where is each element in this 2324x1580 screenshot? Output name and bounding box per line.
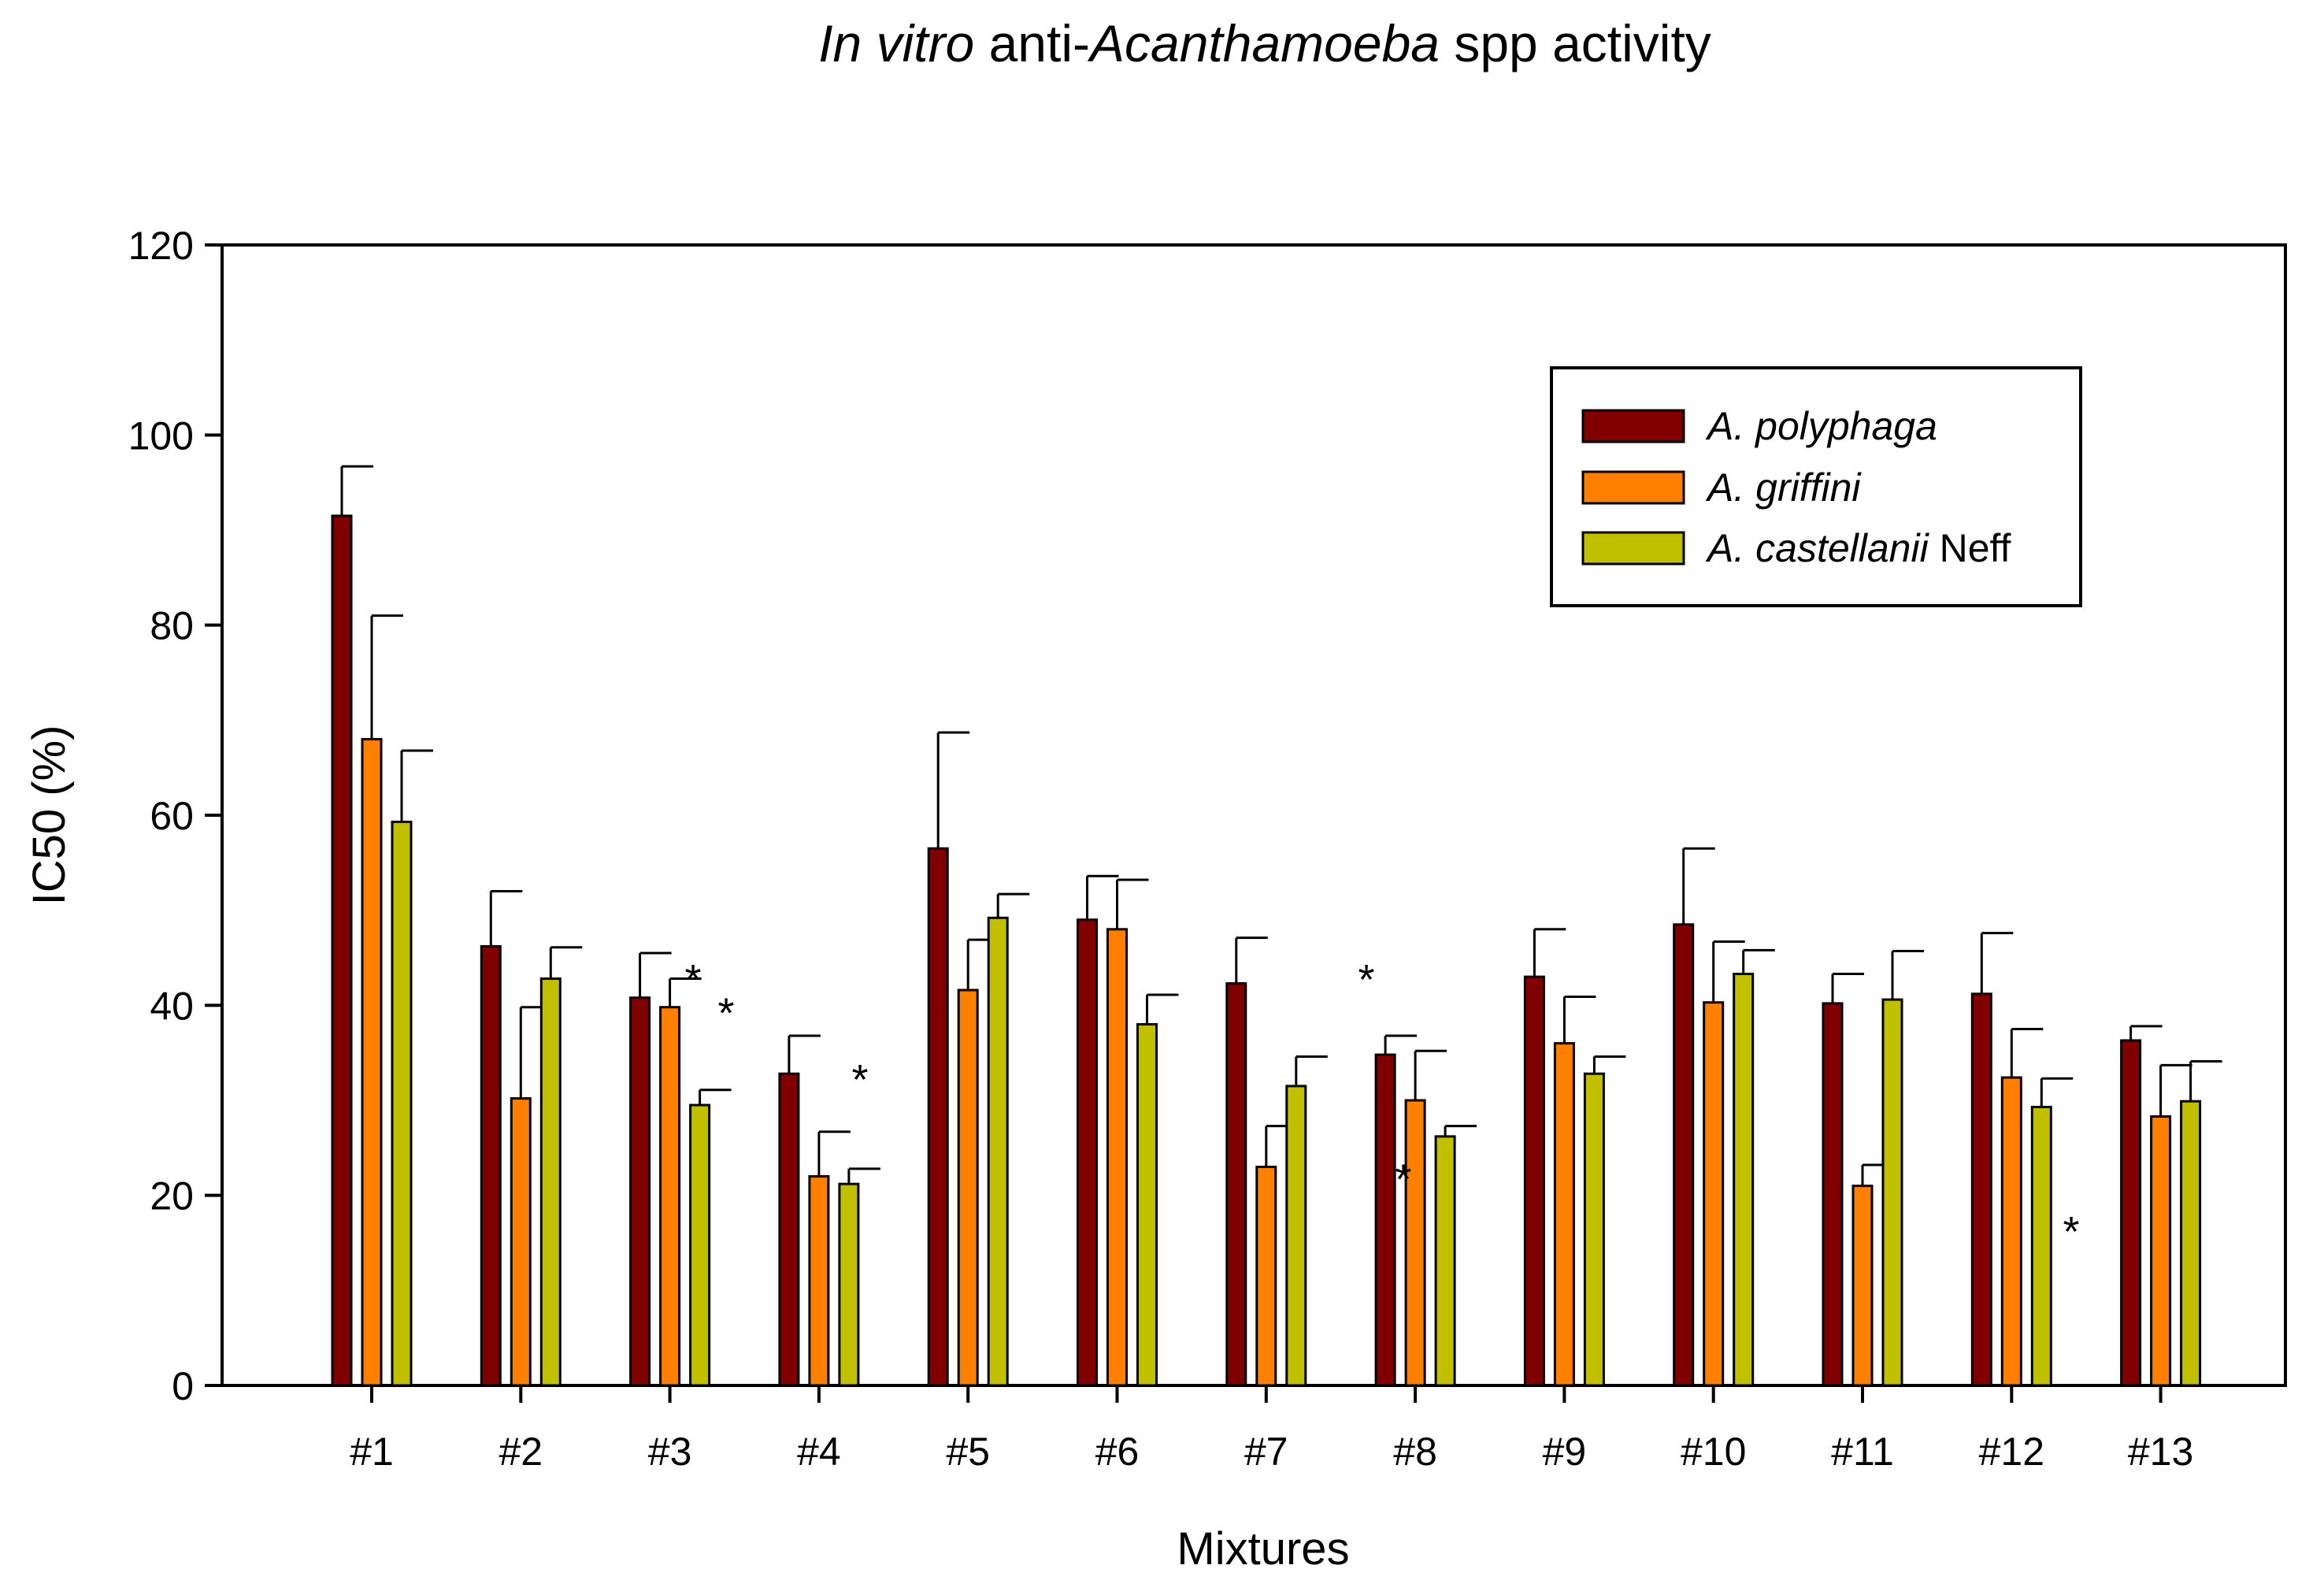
bar (1970, 992, 1992, 1387)
x-tick-label: #6 (1095, 1430, 1140, 1474)
bar (1285, 1085, 1307, 1387)
bar (1703, 1001, 1725, 1387)
bar (2120, 1039, 2142, 1387)
bar (1673, 923, 1695, 1387)
legend-label: A. castellanii Neff (1705, 526, 2011, 570)
y-tick-label: 80 (150, 604, 194, 648)
bar (1434, 1135, 1456, 1387)
significance-asterisk: * (851, 1056, 868, 1103)
bar (1374, 1053, 1396, 1387)
significance-asterisk: * (1395, 1156, 1411, 1204)
y-axis: 0 20 40 60 80 100 120 (128, 224, 222, 1408)
y-tick-label: 120 (128, 224, 194, 268)
x-axis: #1 #2 #3 #4 #5 #6 #7 #8 #9 #10 #11 #12 #13 (350, 1385, 2193, 1474)
significance-asterisk: * (717, 989, 734, 1037)
significance-asterisk: * (1358, 956, 1374, 1003)
bar (1733, 973, 1755, 1387)
significance-asterisk: * (684, 956, 701, 1003)
bar (1077, 918, 1098, 1387)
bar (927, 847, 949, 1387)
bar (1822, 1002, 1844, 1387)
bar (1881, 998, 1903, 1387)
x-tick-label: #12 (1979, 1430, 2044, 1474)
bar (689, 1103, 711, 1387)
legend-swatch (1581, 470, 1685, 505)
legend-label: A. griffini (1705, 465, 1862, 510)
x-tick-label: #1 (350, 1430, 394, 1474)
bar (1851, 1185, 1874, 1387)
bar (629, 996, 651, 1387)
x-tick-label: #2 (499, 1430, 543, 1474)
x-tick-label: #10 (1681, 1430, 1746, 1474)
bar (480, 945, 502, 1387)
bar (957, 988, 979, 1387)
bar (808, 1175, 830, 1387)
x-tick-label: #11 (1831, 1430, 1894, 1474)
bar (2000, 1076, 2022, 1387)
bar (1404, 1099, 1426, 1387)
y-tick-label: 60 (150, 794, 194, 838)
y-tick-label: 20 (150, 1174, 194, 1218)
bar (1523, 975, 1545, 1387)
legend-swatch (1581, 409, 1685, 443)
bar (510, 1097, 532, 1387)
bar (361, 737, 383, 1387)
bar (1106, 928, 1128, 1387)
bar (539, 977, 562, 1387)
chart-title: In vitro anti-Acanthamoeba spp activity (818, 14, 1711, 72)
x-axis-label: Mixtures (1177, 1523, 1349, 1574)
bar (391, 820, 413, 1387)
x-tick-label: #4 (797, 1430, 841, 1474)
bar (1583, 1072, 1605, 1387)
y-tick-label: 40 (150, 984, 194, 1028)
bar (2030, 1105, 2052, 1387)
bar (659, 1006, 681, 1387)
x-tick-label: #3 (648, 1430, 692, 1474)
bar (331, 514, 353, 1387)
y-axis-label: IC50 (%) (24, 725, 75, 906)
x-tick-label: #7 (1244, 1430, 1288, 1474)
bar (1136, 1022, 1158, 1387)
bar (1553, 1042, 1575, 1387)
x-tick-label: #8 (1393, 1430, 1437, 1474)
bar (838, 1182, 860, 1387)
legend-swatch (1581, 531, 1685, 566)
bar (2180, 1100, 2202, 1387)
bar (778, 1072, 800, 1387)
significance-markers: * * * * * * (684, 956, 2079, 1255)
legend-label: A. polyphaga (1705, 404, 1937, 448)
bar (987, 916, 1009, 1387)
bars-layer (331, 465, 2222, 1387)
bar (1255, 1165, 1277, 1387)
significance-asterisk: * (2063, 1208, 2079, 1255)
bar (2150, 1115, 2172, 1387)
x-tick-label: #9 (1543, 1430, 1587, 1474)
bar (1225, 982, 1247, 1387)
x-tick-label: #13 (2128, 1430, 2193, 1474)
y-tick-label: 100 (128, 414, 194, 458)
x-tick-label: #5 (946, 1430, 990, 1474)
legend: A. polyphaga A. griffini A. castellanii Ne… (1550, 366, 2082, 607)
y-tick-label: 0 (172, 1364, 194, 1408)
